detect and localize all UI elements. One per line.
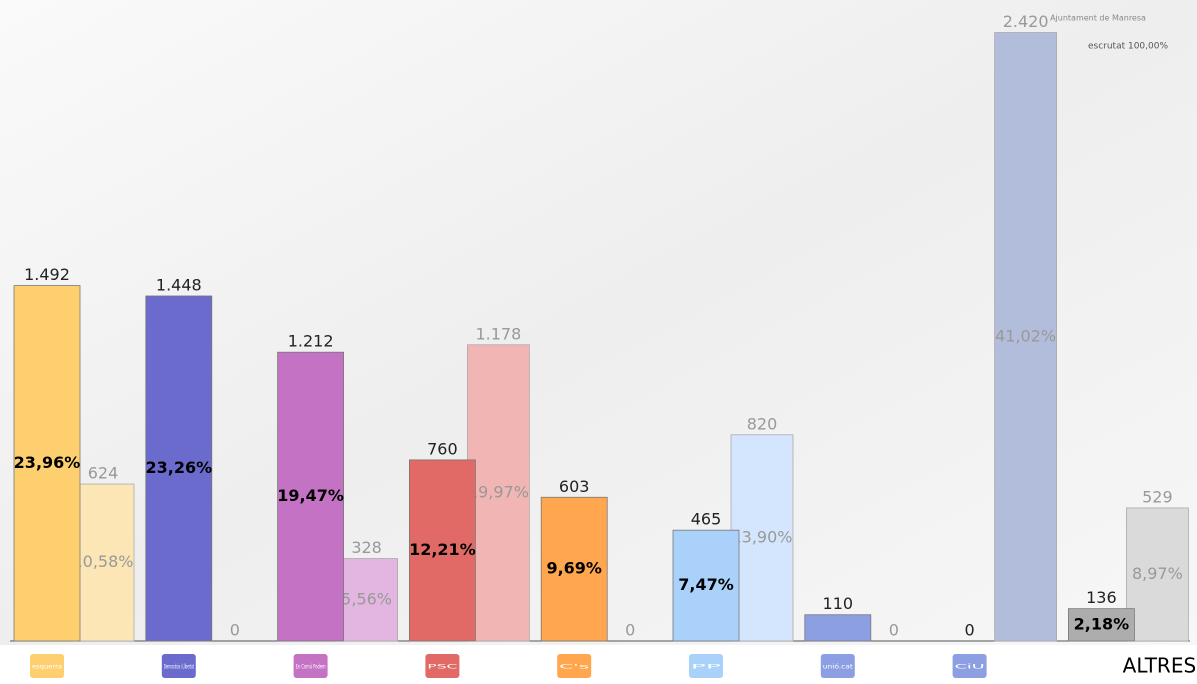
share-label: 19,97%	[468, 482, 529, 501]
value-label: 1.178	[475, 324, 521, 343]
bar	[730, 434, 794, 642]
logo-text: PSC	[427, 664, 457, 671]
logo-text: PP	[691, 664, 723, 671]
bar	[408, 459, 476, 642]
bar	[277, 351, 345, 642]
value-label: 624	[88, 464, 119, 483]
party-logo	[30, 654, 64, 678]
share-label: 13,90%	[731, 527, 792, 546]
value-label: 465	[691, 510, 722, 529]
bar	[13, 285, 81, 642]
bar	[145, 295, 213, 642]
value-label: 0	[230, 621, 240, 640]
bar	[804, 614, 872, 642]
bar	[71, 483, 135, 642]
bar	[540, 496, 608, 642]
party-logo	[820, 654, 855, 678]
logo-text: En Comú Podem	[296, 664, 326, 671]
share-label: 12,21%	[409, 540, 476, 559]
party-logo	[689, 654, 723, 678]
party-logo	[557, 654, 592, 678]
value-label: 1.212	[288, 332, 334, 351]
value-label: 529	[1142, 487, 1173, 506]
plot: 624 10,58% 0 328 5,56% 1.178 19,97% 0 820 13,90% 0…	[13, 12, 1197, 678]
value-label: 0	[889, 621, 899, 640]
bar	[1126, 507, 1189, 642]
logo-text: Democràcia i Llibertat	[164, 664, 194, 671]
party-logo	[952, 654, 987, 678]
share-label: 41,02%	[995, 326, 1056, 345]
party-logo	[161, 654, 196, 678]
value-label: 820	[747, 414, 778, 433]
bar	[335, 558, 399, 642]
share-label: 2,18%	[1074, 614, 1130, 633]
logo-text: CiU	[955, 664, 985, 671]
category-label: ALTRES	[1123, 654, 1197, 678]
value-label: 1.492	[24, 265, 70, 284]
share-label: 7,47%	[678, 575, 734, 594]
value-label: 110	[823, 594, 854, 613]
bar	[672, 529, 740, 642]
bar	[994, 32, 1057, 642]
party-logo	[425, 654, 460, 678]
share-label: 5,56%	[341, 589, 392, 608]
share-label: 8,97%	[1132, 564, 1183, 583]
value-label: 2.420	[1003, 12, 1049, 31]
value-label: 136	[1086, 588, 1117, 607]
share-label: 23,96%	[14, 453, 81, 472]
party-logo	[293, 654, 328, 678]
value-label: 760	[427, 439, 458, 458]
value-label: 328	[351, 538, 382, 557]
value-label: 603	[559, 477, 590, 496]
share-label: 9,69%	[546, 559, 602, 578]
value-label: 0	[965, 621, 975, 640]
share-label: 23,26%	[145, 458, 212, 477]
logo-text: C's	[559, 664, 589, 671]
value-label: 0	[625, 621, 635, 640]
org-name: Ajuntament de Manresa	[1050, 14, 1146, 23]
logo-text: unió.cat	[823, 664, 854, 671]
share-label: 19,47%	[277, 486, 344, 505]
bar	[1068, 608, 1135, 642]
value-label: 1.448	[156, 275, 202, 294]
logo-text: esquerra	[32, 664, 62, 671]
share-label: 10,58%	[72, 552, 133, 571]
status: escrutat 100,00%	[1088, 42, 1169, 52]
